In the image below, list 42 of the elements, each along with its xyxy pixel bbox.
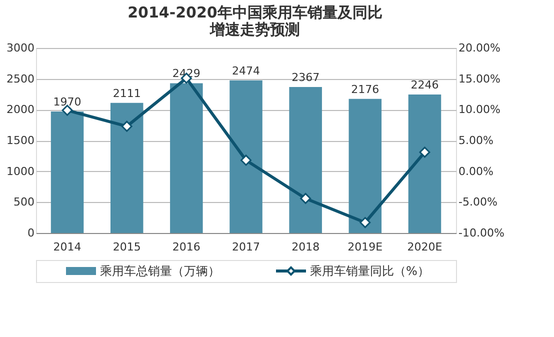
bar — [289, 87, 322, 233]
data-label: 1970 — [53, 96, 82, 109]
data-label: 2111 — [112, 86, 141, 100]
legend-label: 乘用车总销量（万辆） — [100, 264, 220, 278]
y-tick-label: 500 — [14, 196, 34, 209]
bar — [110, 102, 144, 233]
chart-title: 2014-2020年中国乘用车销量及同比增速走势预测 — [128, 4, 382, 38]
bar — [348, 98, 382, 233]
point — [419, 146, 430, 158]
y-tick-label: 0 — [28, 226, 34, 240]
y-tick-label: 3000 — [6, 42, 34, 54]
data-label: 2474 — [232, 64, 260, 78]
y2-tick-label: 20.00% — [458, 42, 500, 54]
y2-tick-label: 10.00% — [458, 103, 500, 116]
x-tick-label: 2015 — [112, 240, 141, 254]
y2-tick-label: 5.00% — [458, 134, 494, 147]
y-tick-label: 1500 — [6, 134, 34, 147]
bar — [170, 83, 203, 233]
y-tick-label: 1000 — [6, 164, 34, 178]
x-tick-label: 2016 — [172, 240, 200, 254]
data-label: 2246 — [410, 78, 439, 92]
point — [360, 217, 371, 228]
bar — [50, 112, 84, 233]
y2-tick-label: 15.00% — [458, 72, 500, 86]
data-label: 2176 — [351, 82, 380, 96]
y-tick-label: 2000 — [6, 103, 34, 116]
y2-tick-label: -10.00% — [458, 226, 504, 240]
y-tick-label: 2500 — [6, 72, 34, 86]
data-label: 2367 — [292, 71, 320, 84]
point — [121, 120, 132, 132]
x-tick-label: 2019E — [348, 240, 383, 254]
legend-label: 乘用车销量同比（%） — [310, 264, 430, 278]
y2-tick-label: 0.00% — [458, 164, 494, 178]
x-tick-label: 2020E — [407, 240, 442, 254]
point — [300, 192, 312, 204]
x-tick-label: 2014 — [53, 240, 82, 254]
bar — [230, 80, 262, 233]
point — [240, 154, 252, 166]
x-tick-label: 2018 — [292, 240, 320, 254]
y2-tick-label: -5.00% — [458, 196, 498, 209]
x-tick-label: 2017 — [232, 240, 260, 254]
bar — [408, 94, 442, 233]
